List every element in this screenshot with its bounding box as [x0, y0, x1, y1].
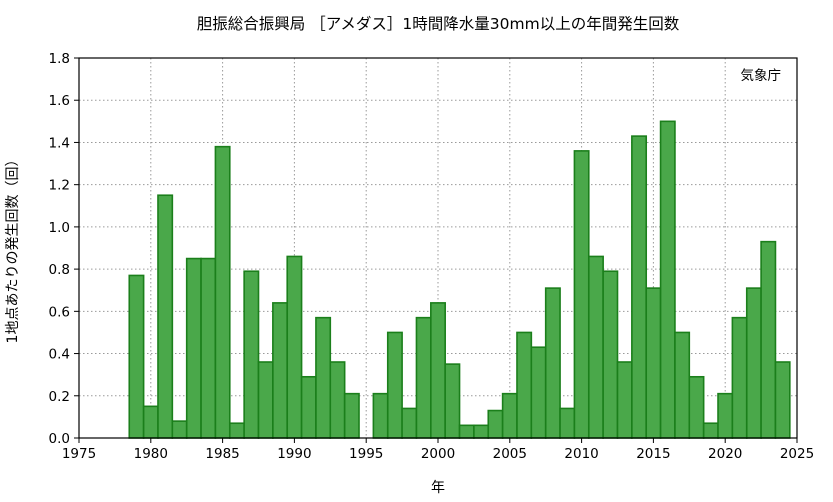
x-tick-label: 1985: [205, 446, 239, 462]
x-tick-label: 1980: [134, 446, 168, 462]
x-tick-label: 2025: [780, 446, 814, 462]
y-tick-label: 0.2: [49, 389, 70, 405]
bar-2002: [458, 424, 475, 439]
bar-2022: [745, 287, 762, 439]
bar-2006: [516, 331, 533, 439]
bar-1984: [200, 257, 217, 439]
bar-2011: [587, 255, 604, 439]
axis-ticks: 1975 1980 1985 1990 1995 2000 2005 2010 2015 2020…: [49, 51, 815, 462]
x-tick-label: 2010: [564, 446, 598, 462]
bar-1998: [401, 407, 418, 439]
bar-1987: [243, 270, 260, 439]
bar-2012: [602, 270, 619, 439]
bar-1989: [272, 302, 289, 439]
chart-title: 胆振総合振興局 ［アメダス］1時間降水量30mm以上の年間発生回数: [197, 15, 680, 33]
x-tick-label: 1990: [277, 446, 311, 462]
y-tick-label: 0.8: [49, 262, 70, 278]
bar-1992: [315, 316, 332, 439]
y-tick-label: 1.6: [49, 93, 70, 109]
x-tick-label: 2000: [421, 446, 455, 462]
bar-2009: [559, 407, 576, 439]
bar-2007: [530, 346, 547, 439]
x-tick-label: 2005: [493, 446, 527, 462]
y-tick-label: 1.8: [49, 51, 70, 67]
bar-2020: [717, 392, 734, 439]
bar-1994: [343, 392, 360, 439]
bar-1983: [185, 257, 202, 439]
bar-1980: [142, 405, 159, 439]
bar-1996: [372, 392, 389, 439]
bar-1988: [257, 361, 274, 439]
x-axis-label: 年: [431, 480, 445, 496]
bar-1990: [286, 255, 303, 439]
x-tick-label: 2020: [708, 446, 742, 462]
y-tick-label: 0.4: [49, 347, 70, 363]
bar-1999: [415, 316, 432, 439]
y-tick-label: 1.0: [49, 220, 70, 236]
bar-2008: [544, 287, 561, 439]
bar-1979: [128, 274, 145, 439]
y-tick-label: 0.0: [49, 431, 70, 447]
bar-1982: [171, 420, 188, 439]
bar-2003: [473, 424, 490, 439]
x-tick-label: 2015: [636, 446, 670, 462]
source-annotation: 気象庁: [741, 68, 782, 84]
bar-1997: [386, 331, 403, 439]
bar-1981: [157, 194, 174, 439]
y-axis-label: 1地点あたりの発生回数（回）: [5, 153, 21, 344]
bar-1993: [329, 361, 346, 439]
bar-2024: [774, 361, 791, 439]
y-tick-label: 1.4: [49, 135, 70, 151]
bar-2016: [659, 120, 676, 439]
bar-2010: [573, 150, 590, 439]
y-tick-label: 1.2: [49, 178, 70, 194]
bar-2018: [688, 375, 705, 439]
bar-1985: [214, 145, 231, 439]
bar-2015: [645, 287, 662, 439]
bar-1986: [228, 422, 245, 439]
bar-2004: [487, 409, 504, 439]
bar-2021: [731, 316, 748, 439]
bar-2023: [760, 240, 777, 439]
bar-2019: [702, 422, 719, 439]
x-tick-label: 1995: [349, 446, 383, 462]
bar-2013: [616, 361, 633, 439]
x-tick-label: 1975: [62, 446, 96, 462]
bar-2005: [501, 392, 518, 439]
bar-2001: [444, 363, 461, 439]
bar-2017: [674, 331, 691, 439]
bar-2014: [631, 135, 648, 439]
bar-2000: [430, 302, 446, 439]
bar-1991: [300, 375, 317, 439]
y-tick-label: 0.6: [49, 304, 70, 320]
